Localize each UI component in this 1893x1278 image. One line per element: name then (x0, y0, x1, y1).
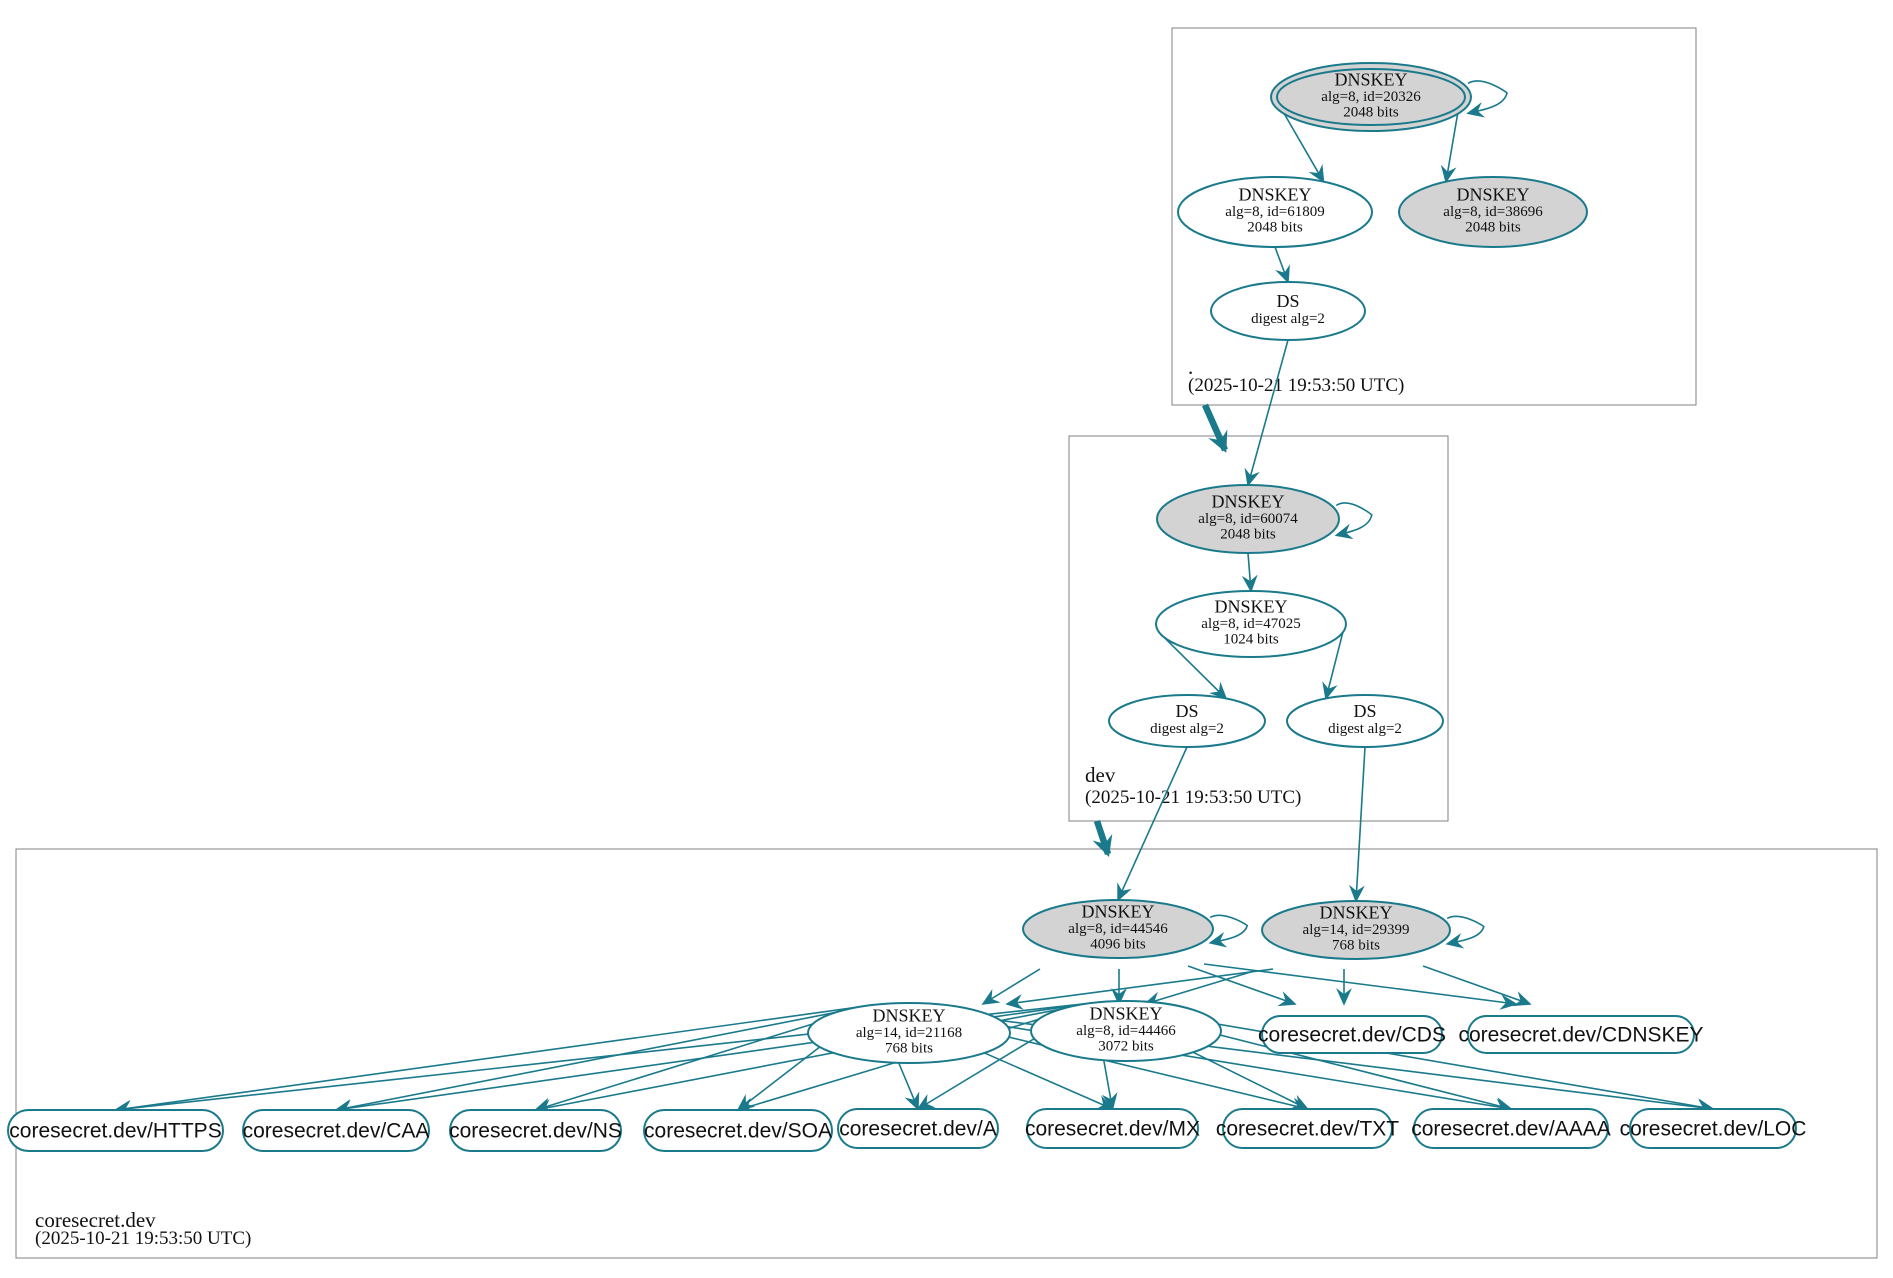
svg-text:coresecret.dev/LOC: coresecret.dev/LOC (1620, 1118, 1807, 1141)
svg-text:digest alg=2: digest alg=2 (1251, 311, 1325, 327)
svg-text:alg=14, id=21168: alg=14, id=21168 (856, 1025, 962, 1041)
svg-text:alg=8, id=44466: alg=8, id=44466 (1076, 1023, 1176, 1039)
svg-text:1024 bits: 1024 bits (1223, 632, 1279, 648)
svg-text:DNSKEY: DNSKEY (872, 1005, 945, 1025)
svg-text:alg=8, id=61809: alg=8, id=61809 (1225, 204, 1324, 220)
svg-text:DNSKEY: DNSKEY (1319, 902, 1392, 922)
svg-text:coresecret.dev/MX: coresecret.dev/MX (1025, 1118, 1200, 1141)
svg-text:768 bits: 768 bits (885, 1041, 933, 1057)
svg-text:alg=8, id=47025: alg=8, id=47025 (1201, 616, 1300, 632)
svg-text:coresecret.dev/A: coresecret.dev/A (839, 1118, 997, 1141)
svg-text:2048 bits: 2048 bits (1247, 220, 1303, 236)
svg-text:dev: dev (1085, 763, 1116, 787)
svg-text:2048 bits: 2048 bits (1465, 220, 1521, 236)
svg-text:coresecret.dev/SOA: coresecret.dev/SOA (644, 1120, 832, 1143)
svg-text:768 bits: 768 bits (1332, 938, 1380, 954)
svg-text:alg=8, id=20326: alg=8, id=20326 (1321, 89, 1421, 105)
svg-text:DS: DS (1276, 291, 1299, 311)
svg-text:digest alg=2: digest alg=2 (1150, 721, 1224, 737)
svg-text:alg=8, id=60074: alg=8, id=60074 (1198, 511, 1298, 527)
svg-text:(2025-10-21 19:53:50 UTC): (2025-10-21 19:53:50 UTC) (1085, 787, 1301, 808)
svg-text:digest alg=2: digest alg=2 (1328, 721, 1402, 737)
svg-text:coresecret.dev/AAAA: coresecret.dev/AAAA (1411, 1118, 1611, 1141)
svg-text:coresecret.dev/CDNSKEY: coresecret.dev/CDNSKEY (1458, 1024, 1703, 1047)
svg-text:(2025-10-21 19:53:50 UTC): (2025-10-21 19:53:50 UTC) (35, 1228, 251, 1249)
svg-text:2048 bits: 2048 bits (1220, 527, 1276, 543)
svg-text:coresecret.dev/TXT: coresecret.dev/TXT (1216, 1118, 1399, 1141)
svg-text:DNSKEY: DNSKEY (1081, 901, 1154, 921)
svg-text:DNSKEY: DNSKEY (1211, 491, 1284, 511)
svg-text:coresecret.dev/NS: coresecret.dev/NS (449, 1120, 622, 1143)
svg-text:DNSKEY: DNSKEY (1214, 596, 1287, 616)
svg-text:4096 bits: 4096 bits (1090, 937, 1146, 953)
svg-text:(2025-10-21 19:53:50 UTC): (2025-10-21 19:53:50 UTC) (1188, 375, 1404, 396)
svg-text:DS: DS (1175, 701, 1198, 721)
svg-text:DNSKEY: DNSKEY (1089, 1003, 1162, 1023)
svg-text:DNSKEY: DNSKEY (1238, 184, 1311, 204)
svg-text:alg=8, id=38696: alg=8, id=38696 (1443, 204, 1543, 220)
svg-text:DS: DS (1353, 701, 1376, 721)
svg-text:alg=14, id=29399: alg=14, id=29399 (1303, 922, 1410, 938)
svg-text:coresecret.dev/CDS: coresecret.dev/CDS (1258, 1024, 1446, 1047)
svg-text:2048 bits: 2048 bits (1343, 105, 1399, 121)
svg-text:coresecret.dev/HTTPS: coresecret.dev/HTTPS (9, 1120, 221, 1143)
svg-text:coresecret.dev/CAA: coresecret.dev/CAA (243, 1120, 430, 1143)
svg-text:alg=8, id=44546: alg=8, id=44546 (1068, 921, 1168, 937)
svg-text:3072 bits: 3072 bits (1098, 1039, 1154, 1055)
svg-text:DNSKEY: DNSKEY (1456, 184, 1529, 204)
svg-text:DNSKEY: DNSKEY (1334, 69, 1407, 89)
